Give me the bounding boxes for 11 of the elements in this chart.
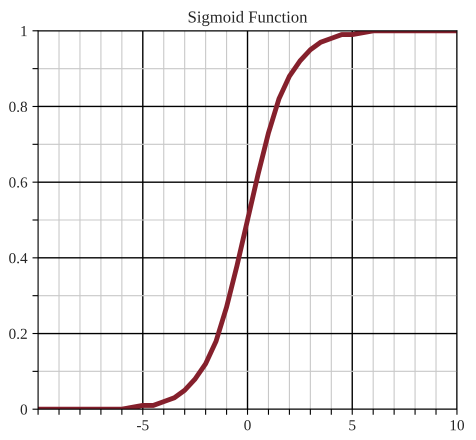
x-tick-label: 5 [349, 420, 356, 430]
x-tick-label: -5 [137, 420, 149, 430]
y-tick-label: 0 [20, 404, 28, 415]
y-tick-label: 0.2 [9, 328, 27, 340]
x-tick-label: 10 [450, 420, 464, 430]
y-tick-label: 0.6 [9, 177, 28, 188]
y-tick-label: 1 [21, 26, 27, 36]
y-tick-label: 0.8 [9, 102, 28, 112]
chart-title: Sigmoid Function [188, 10, 308, 26]
y-tick-label: 0.4 [9, 252, 28, 264]
x-tick-label: 0 [244, 420, 251, 430]
